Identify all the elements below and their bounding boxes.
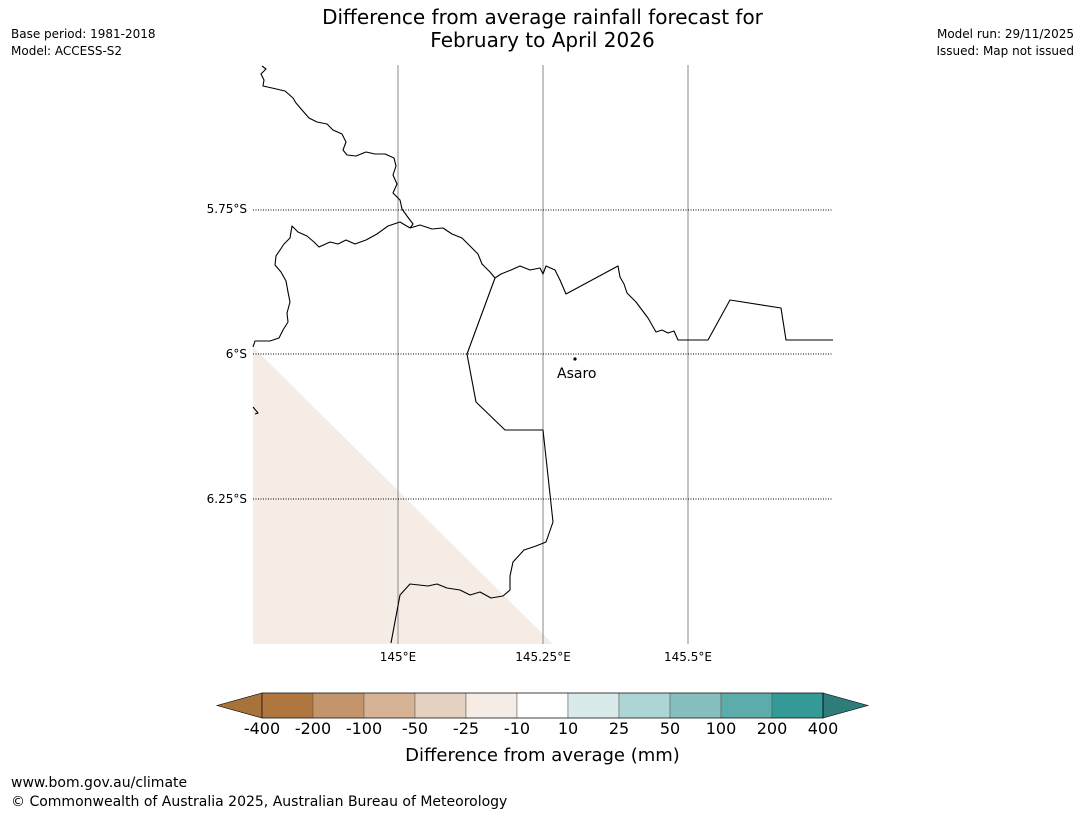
- lon-label-145e: 145°E: [380, 650, 417, 664]
- title-line-2: February to April 2026: [430, 28, 655, 52]
- boundary-central: [390, 277, 554, 644]
- shaded-region: [253, 347, 553, 644]
- colorbar-tick-label: -100: [345, 719, 383, 738]
- colorbar-extend-low: [215, 692, 263, 719]
- colorbar: [215, 692, 870, 719]
- colorbar-tick-label: -200: [294, 719, 332, 738]
- colorbar-segment: [720, 692, 773, 719]
- colorbar-segment: [618, 692, 671, 719]
- issued-status: Issued: Map not issued: [936, 44, 1074, 58]
- colorbar-title: Difference from average (mm): [405, 745, 680, 766]
- colorbar-tick-label: 50: [659, 719, 681, 738]
- colorbar-tick-label: 400: [807, 719, 839, 738]
- lat-label-6-25s: 6.25°S: [207, 492, 247, 506]
- colorbar-segment: [669, 692, 722, 719]
- colorbar-tick-label: 100: [705, 719, 737, 738]
- lat-label-5-75s: 5.75°S: [207, 202, 247, 216]
- boundary-west: [252, 221, 411, 348]
- boundary-central-north: [409, 224, 833, 341]
- model-name: Model: ACCESS-S2: [11, 44, 123, 58]
- map-title: Difference from average rainfall forecas…: [0, 6, 1085, 52]
- colorbar-segment: [516, 692, 569, 719]
- colorbar-segment: [312, 692, 365, 719]
- colorbar-segment: [261, 692, 314, 719]
- title-line-1: Difference from average rainfall forecas…: [322, 5, 763, 29]
- footer-url: www.bom.gov.au/climate: [11, 775, 188, 791]
- boundary-fragment: [252, 406, 259, 415]
- meta-right: Model run: 29/11/2025 Issued: Map not is…: [936, 26, 1074, 60]
- colorbar-tick-label: 25: [608, 719, 630, 738]
- place-label-asaro: Asaro: [557, 366, 596, 382]
- colorbar-segment: [465, 692, 518, 719]
- model-run: Model run: 29/11/2025: [936, 27, 1074, 41]
- colorbar-segment: [567, 692, 620, 719]
- meta-left: Base period: 1981-2018 Model: ACCESS-S2: [11, 26, 156, 60]
- colorbar-segment: [363, 692, 416, 719]
- colorbar-tick-label: 10: [557, 719, 579, 738]
- footer-copyright: © Commonwealth of Australia 2025, Austra…: [11, 794, 508, 810]
- colorbar-tick-label: -50: [401, 719, 429, 738]
- colorbar-extend-high: [822, 692, 870, 719]
- base-period: Base period: 1981-2018: [11, 27, 156, 41]
- lon-label-145-25e: 145.25°E: [515, 650, 571, 664]
- lon-label-145-5e: 145.5°E: [664, 650, 712, 664]
- boundary-north: [260, 65, 414, 229]
- colorbar-frame: [261, 692, 824, 719]
- colorbar-tick-label: -400: [243, 719, 281, 738]
- colorbar-segment: [414, 692, 467, 719]
- colorbar-tick-label: -10: [503, 719, 531, 738]
- colorbar-segment: [771, 692, 824, 719]
- colorbar-tick-label: -25: [452, 719, 480, 738]
- lat-label-6s: 6°S: [226, 347, 247, 361]
- colorbar-tick-label: 200: [756, 719, 788, 738]
- location-dot-icon: [573, 357, 577, 361]
- province-boundaries: [252, 65, 833, 644]
